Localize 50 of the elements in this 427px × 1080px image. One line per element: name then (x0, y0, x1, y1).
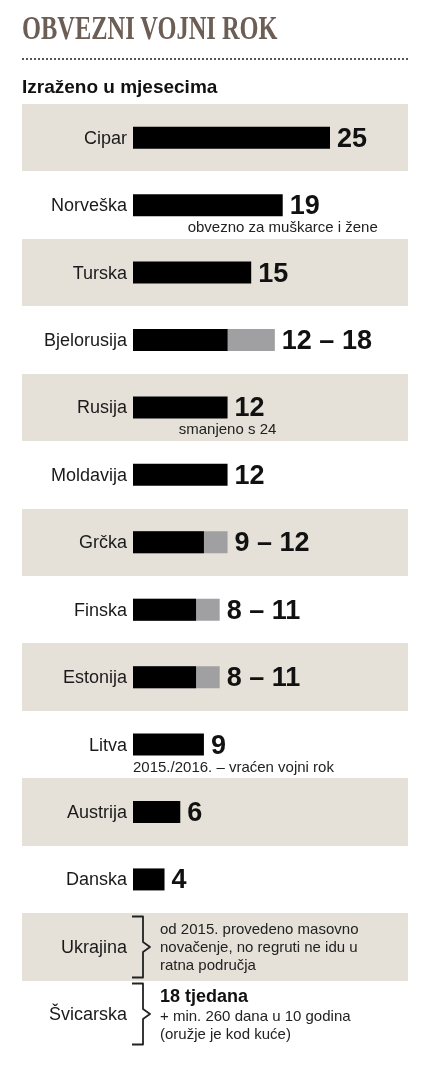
data-label: 6 (187, 797, 203, 827)
data-label: 8 – (226, 594, 265, 625)
y-tick-label: Grčka (78, 532, 128, 553)
annotation: 2015./2016. – vraćen vojni rok (133, 757, 334, 775)
y-tick-label: Švicarska (48, 1003, 128, 1025)
y-tick-label: Norveška (50, 195, 128, 216)
y-tick-label: Cipar (83, 127, 127, 148)
y-tick-label: Litva (88, 734, 128, 755)
y-tick-label: Danska (65, 869, 128, 890)
bar (133, 329, 228, 351)
data-label: 8 – (226, 662, 265, 693)
chart-subtitle: Izraženo u mjesecima (22, 76, 218, 97)
annotation: + min. 260 dana u 10 godina (oružje je kod kuće) (160, 1006, 351, 1042)
data-label: 18 (341, 325, 372, 355)
data-label: 4 (171, 864, 187, 895)
data-label: 12 (234, 392, 265, 423)
y-tick-label: Austrija (66, 802, 128, 822)
bar (133, 396, 228, 419)
bar (133, 463, 228, 486)
annotation: obvezno za muškarce i žene (187, 218, 378, 236)
bar (133, 126, 330, 149)
y-tick-label: Ukrajina (60, 936, 128, 957)
data-label: 11 (271, 662, 301, 693)
bar (133, 666, 197, 689)
y-tick-label: Finska (73, 599, 128, 620)
bar (133, 194, 283, 217)
data-label: 25 (337, 122, 368, 153)
data-label: 15 (258, 257, 289, 288)
y-tick-label: Bjelorusija (43, 330, 128, 350)
bar (133, 261, 252, 284)
y-tick-label: Turska (72, 262, 128, 283)
data-label: 11 (271, 594, 301, 625)
bar (133, 733, 204, 756)
bar (133, 868, 165, 891)
bar (133, 531, 204, 554)
data-label: 9 – (234, 527, 273, 558)
data-label: 12 – (281, 325, 335, 355)
data-label: 12 (234, 459, 265, 490)
annotation: smanjeno s 24 (178, 420, 277, 438)
annotation: od 2015. provedeno masovno novačenje, no regruti ne idu u ratna područja (160, 919, 359, 973)
annotation: 18 tjedana (160, 985, 249, 1006)
y-tick-label: Rusija (76, 397, 128, 418)
y-tick-label: Moldavija (50, 464, 128, 485)
data-label: 9 (210, 729, 226, 760)
y-tick-label: Estonija (62, 667, 128, 688)
data-label: 12 (279, 527, 310, 558)
bar (133, 801, 181, 823)
chart-title: OBVEZNI VOJNI ROK (22, 9, 278, 48)
data-label: 19 (289, 190, 320, 221)
bar (133, 598, 197, 621)
